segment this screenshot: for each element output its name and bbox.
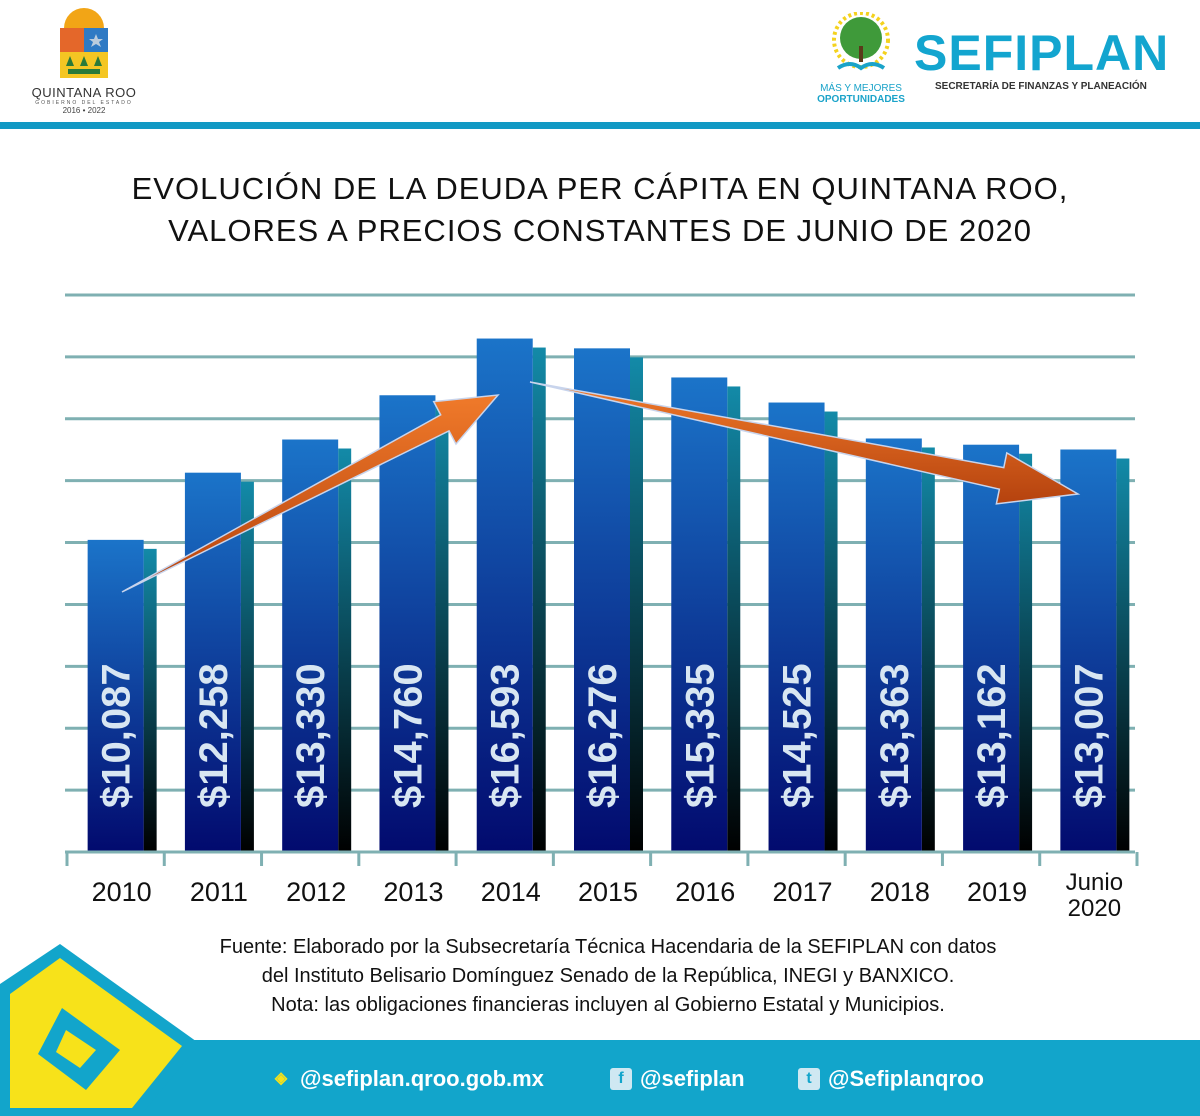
sefiplan-name: SEFIPLAN: [914, 25, 1170, 81]
data-label: $14,760: [386, 663, 430, 808]
tree-icon: [832, 11, 890, 71]
x-tick-label: 2016: [675, 877, 735, 907]
title-line-2: VALORES A PRECIOS CONSTANTES DE JUNIO DE…: [168, 213, 1032, 248]
website-link[interactable]: ◈ @sefiplan.qroo.gob.mx: [270, 1066, 544, 1092]
bar-shadow: [143, 548, 157, 852]
x-tick-label: 2010: [92, 877, 152, 907]
tagline-1: MÁS Y MEJORES: [820, 83, 902, 94]
data-label: $13,330: [289, 663, 333, 808]
x-tick-label: 2012: [286, 877, 346, 907]
bar-shadow: [532, 347, 546, 852]
web-diamond-icon: ◈: [274, 1070, 288, 1087]
data-label: $16,276: [581, 663, 625, 808]
x-tick-label: 2020: [1068, 895, 1121, 922]
bar: [379, 395, 436, 852]
source-note: Fuente: Elaborado por la Subsecretaría T…: [0, 933, 1200, 1020]
bar: [963, 444, 1020, 852]
title-line-1: EVOLUCIÓN DE LA DEUDA PER CÁPITA EN QUIN…: [131, 171, 1069, 206]
tree-logo: MÁS Y MEJORES OPORTUNIDADES: [815, 11, 907, 105]
twitter-icon: t: [798, 1068, 820, 1090]
header-divider: [0, 122, 1200, 129]
data-label: $13,162: [970, 663, 1014, 808]
bar: [865, 438, 922, 852]
bar: [671, 377, 728, 852]
x-tick-label: 2011: [190, 877, 248, 907]
state-subtitle: GOBIERNO DEL ESTADO: [35, 100, 133, 106]
note-line-3: Nota: las obligaciones financieras inclu…: [271, 994, 945, 1016]
data-label: $14,525: [776, 663, 820, 808]
quintana-roo-logo: QUINTANA ROO GOBIERNO DEL ESTADO 2016 • …: [28, 8, 140, 115]
note-line-2: del Instituto Belisario Domínguez Senado…: [261, 965, 955, 987]
facebook-icon: f: [610, 1068, 632, 1090]
x-tick-label: 2014: [481, 877, 541, 907]
bar: [1060, 449, 1117, 852]
data-label: $15,335: [678, 663, 722, 808]
bar: [87, 539, 144, 852]
greca-decoration-icon: [0, 944, 200, 1116]
bar-shadow: [1019, 453, 1033, 852]
bar-shadow: [824, 411, 838, 852]
x-tick-label: Junio: [1066, 869, 1123, 896]
data-label: $12,258: [192, 663, 236, 808]
x-tick-label: 2013: [383, 877, 443, 907]
bar-shadow: [1116, 458, 1130, 852]
state-years: 2016 • 2022: [62, 106, 106, 115]
chart-title: EVOLUCIÓN DE LA DEUDA PER CÁPITA EN QUIN…: [0, 168, 1200, 252]
x-tick-label: 2018: [870, 877, 930, 907]
bar-shadow: [921, 447, 935, 852]
bar-shadow: [727, 386, 741, 852]
facebook-link[interactable]: f @sefiplan: [610, 1066, 745, 1092]
bar: [768, 402, 825, 852]
trend-arrow-up: [121, 394, 500, 593]
data-label: $13,363: [873, 663, 917, 808]
data-label: $16,593: [484, 663, 528, 808]
note-line-1: Fuente: Elaborado por la Subsecretaría T…: [219, 936, 997, 958]
x-tick-label: 2019: [967, 877, 1027, 907]
bar-shadow: [240, 481, 254, 852]
bar-chart: $10,087 $12,258 $13,330 $14,760 $16,593 $16,2…: [65, 293, 1139, 922]
sefiplan-subtitle: SECRETARÍA DE FINANZAS Y PLANEACIÓN: [935, 81, 1147, 92]
facebook-text: @sefiplan: [640, 1066, 745, 1091]
website-text: @sefiplan.qroo.gob.mx: [300, 1066, 544, 1091]
bar-shadow: [435, 404, 449, 852]
state-name: QUINTANA ROO: [31, 85, 137, 100]
data-label: $10,087: [95, 663, 139, 808]
twitter-text: @Sefiplanqroo: [828, 1066, 984, 1091]
bar: [574, 348, 630, 852]
tagline-2: OPORTUNIDADES: [817, 94, 905, 105]
bar: [476, 338, 533, 852]
footer-bar: [0, 1040, 1200, 1116]
x-tick-label: 2017: [773, 877, 833, 907]
bar-shadow: [630, 357, 643, 852]
twitter-link[interactable]: t @Sefiplanqroo: [798, 1066, 984, 1092]
trend-arrow-down: [529, 381, 1081, 505]
data-label: $13,007: [1067, 663, 1111, 808]
bar-shadow: [338, 448, 352, 852]
x-tick-label: 2015: [578, 877, 638, 907]
coat-of-arms-icon: [60, 8, 108, 78]
